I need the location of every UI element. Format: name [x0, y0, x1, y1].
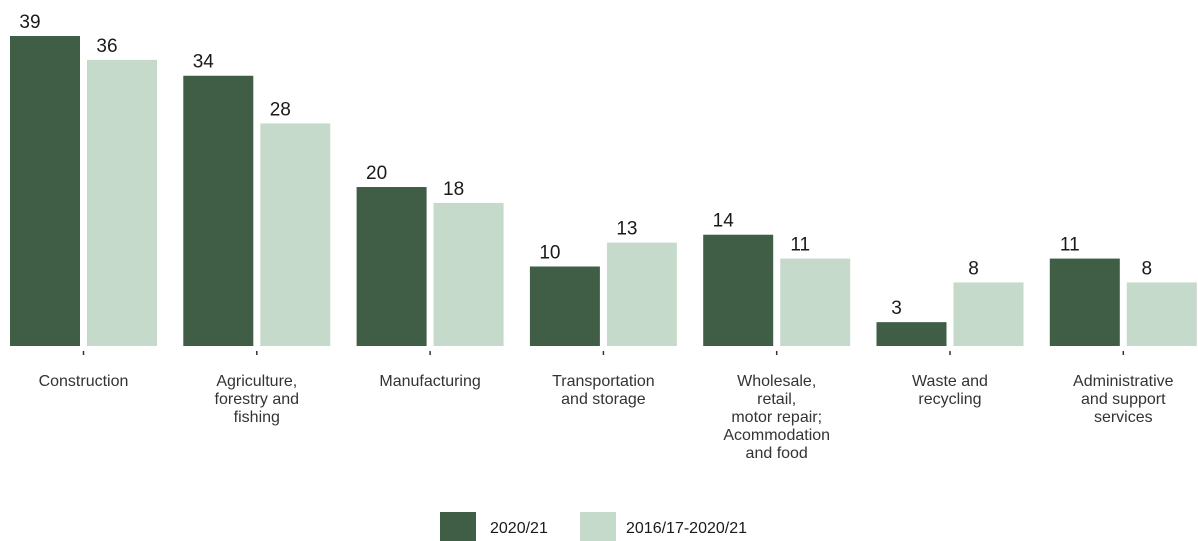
category-label: Wholesale, retail, motor repair; Acommodati… [723, 373, 830, 462]
bar-value-label: 11 [1060, 235, 1080, 256]
bar-current-0 [10, 36, 80, 346]
bar-current-2 [356, 187, 427, 346]
bar-value-label: 34 [193, 52, 215, 73]
bar-value-label: 13 [616, 219, 637, 240]
bar-average-3 [606, 242, 677, 346]
legend-swatch-average [580, 512, 616, 541]
bar-current-5 [876, 322, 947, 346]
category-label: Construction [39, 373, 129, 390]
legend-label-current: 2020/21 [490, 520, 548, 537]
bar-average-2 [433, 202, 504, 346]
bar-value-label: 18 [443, 179, 464, 200]
category-label: Agriculture, forestry and fishing [215, 373, 299, 426]
bar-value-label: 14 [713, 211, 735, 232]
bar-average-0 [87, 59, 157, 346]
category-label: Manufacturing [379, 373, 480, 390]
category-label: Waste and recycling [912, 373, 988, 408]
category-label: Transportation and storage [552, 373, 655, 408]
legend: 2020/21 2016/17-2020/21 [440, 512, 747, 541]
bar-current-3 [529, 266, 600, 346]
legend-label-average: 2016/17-2020/21 [626, 520, 747, 537]
legend-swatch-current [440, 512, 476, 541]
bar-value-label: 8 [968, 258, 979, 279]
bar-value-label: 3 [891, 298, 902, 319]
bar-value-label: 8 [1142, 258, 1153, 279]
bar-value-label: 36 [96, 36, 117, 57]
x-axis: Construction Agriculture, forestry and fish… [39, 351, 1174, 462]
bar-average-6 [1126, 282, 1197, 346]
bar-current-4 [703, 234, 774, 346]
category-label: Administrative and support services [1073, 373, 1174, 426]
bar-value-label: 20 [366, 163, 387, 184]
bar-average-4 [780, 258, 851, 346]
bar-average-5 [953, 282, 1024, 346]
value-labels-layer: 39 36 34 28 20 18 10 13 14 11 3 8 11 8 [19, 12, 1152, 319]
bar-value-label: 10 [539, 243, 560, 264]
bar-value-label: 28 [270, 99, 291, 120]
bar-value-label: 11 [790, 235, 810, 256]
bar-current-1 [183, 75, 254, 346]
bars-layer [10, 36, 1197, 346]
bar-current-6 [1049, 258, 1120, 346]
bar-average-1 [260, 123, 331, 346]
bar-value-label: 39 [19, 12, 40, 33]
